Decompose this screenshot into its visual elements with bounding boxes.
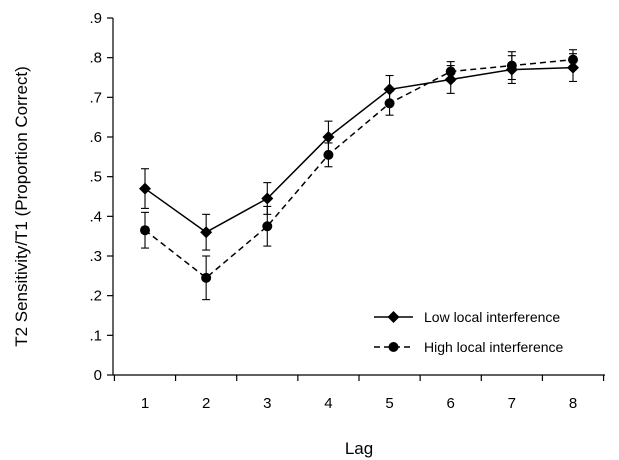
legend-marker-diamond: [387, 311, 400, 323]
x-tick-label: 2: [202, 395, 210, 412]
y-tick-label: .3: [89, 248, 102, 265]
x-tick-label: 6: [447, 395, 455, 412]
x-axis-ticks: 1 2 3 4 5 6 7 8: [113, 375, 605, 412]
y-tick-label: 0: [94, 367, 102, 384]
y-tick-label: .6: [89, 129, 102, 146]
series-line: [144, 66, 574, 234]
series-low-local-interference: [139, 53, 579, 251]
legend-marker-circle: [388, 342, 399, 352]
y-tick-label: .4: [89, 208, 102, 225]
data-point-circle: [506, 60, 517, 71]
data-point-circle: [323, 149, 334, 160]
x-axis-title: Lag: [345, 439, 373, 458]
data-point-diamond: [383, 83, 396, 96]
x-tick-label: 8: [569, 395, 577, 412]
data-point-diamond: [322, 131, 335, 143]
data-point-diamond: [261, 192, 274, 205]
legend: Low local interference High local interf…: [374, 309, 564, 355]
y-axis-ticks: 0 .1 .2 .3 .4 .5 .6 .7 .8 .9: [89, 10, 113, 384]
data-point-circle: [384, 98, 395, 109]
data-point-circle: [262, 221, 273, 232]
x-tick-label: 3: [263, 395, 271, 412]
y-tick-label: .5: [89, 169, 102, 186]
y-tick-label: .9: [89, 10, 102, 27]
y-tick-label: .1: [89, 327, 102, 344]
data-point-circle: [568, 54, 578, 65]
x-tick-label: 7: [508, 395, 516, 412]
x-tick-label: 4: [324, 395, 332, 412]
x-tick-label: 5: [385, 395, 393, 412]
y-axis-title: T2 Sensitivity/T1 (Proportion Correct): [12, 66, 31, 347]
data-point-diamond: [200, 226, 213, 239]
series-high-local-interference: [140, 49, 578, 301]
series-layer: [139, 49, 579, 301]
series-line: [144, 58, 574, 279]
y-tick-label: .8: [89, 50, 102, 67]
data-point-diamond: [139, 182, 151, 195]
data-point-circle: [201, 272, 212, 283]
data-point-circle: [445, 66, 456, 77]
y-tick-label: .7: [89, 89, 102, 106]
legend-label-high-local-interference: High local interference: [424, 339, 564, 355]
x-tick-label: 1: [141, 395, 149, 412]
y-tick-label: .2: [89, 288, 102, 305]
legend-label-low-local-interference: Low local interference: [424, 309, 560, 325]
data-point-circle: [140, 225, 150, 236]
